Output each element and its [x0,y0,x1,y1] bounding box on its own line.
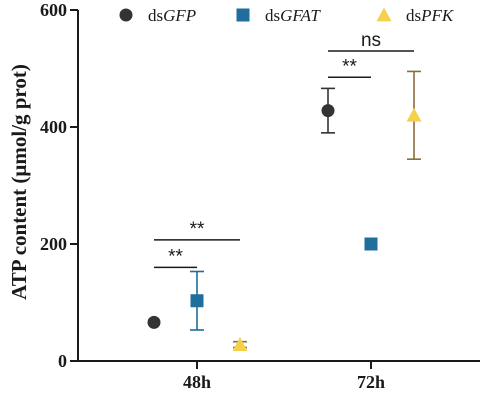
x-tick-label: 72h [357,372,385,392]
x-tick-label: 48h [183,372,211,392]
y-tick-label: 600 [40,0,67,20]
axes: 0 200 400 600 48h 72h [40,0,480,392]
legend-prefix: ds [148,6,163,25]
legend-entry: dsGFP [148,6,196,25]
data-point [364,237,378,251]
legend-marker [376,7,392,22]
data-point [147,315,161,329]
y-tick-label: 400 [40,117,67,137]
legend-prefix: ds [406,6,421,25]
legend-entry: dsPFK [406,6,455,25]
legend-marker [119,8,133,22]
data-point [190,294,204,308]
y-axis-title: ATP content (μmol/g prot) [7,64,31,300]
significance-label: ** [342,56,357,77]
legend: dsGFP dsGFAT dsPFK [119,6,455,25]
legend-prefix: ds [265,6,280,25]
significance-label: ** [190,219,205,240]
legend-gene-name: GFAT [280,6,321,25]
legend-entry: dsGFAT [265,6,321,25]
y-tick-label: 0 [58,351,67,371]
significance-label: ns [361,30,381,51]
significance-label: ** [168,246,183,267]
legend-marker [236,8,250,22]
y-tick-label: 200 [40,234,67,254]
significance-annotations: ******ns [154,30,414,269]
data-marks [147,70,422,351]
data-point [406,107,422,122]
data-point [321,104,335,118]
legend-gene-name: PFK [420,6,455,25]
legend-gene-name: GFP [163,6,196,25]
data-point [232,337,248,351]
